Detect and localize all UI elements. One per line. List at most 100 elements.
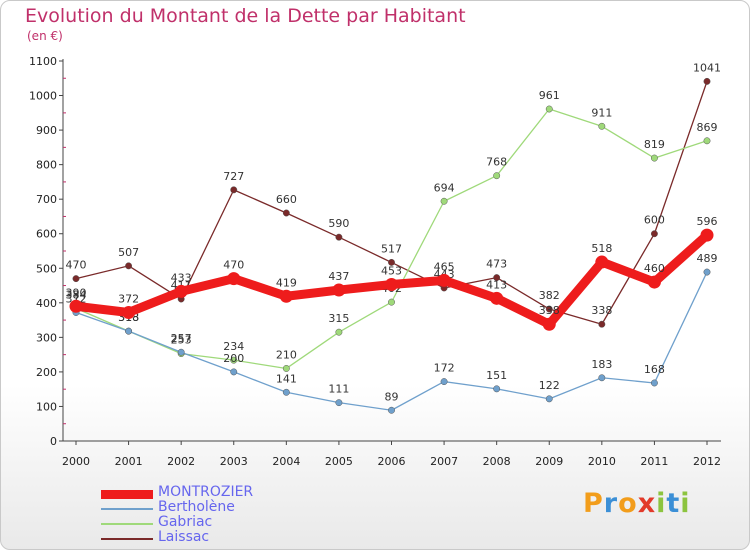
series-laissac: 4705074117276605905174434733823386001041 <box>66 61 721 328</box>
data-point <box>490 291 504 305</box>
data-point <box>703 137 711 145</box>
data-point <box>493 172 501 180</box>
data-label: 372 <box>118 292 139 305</box>
data-point <box>440 197 448 205</box>
data-label: 518 <box>591 242 612 255</box>
data-point <box>174 284 188 298</box>
y-tick-label: 1000 <box>29 90 57 103</box>
data-point <box>700 228 714 242</box>
y-tick-label: 300 <box>36 331 57 344</box>
data-label: 590 <box>328 217 349 230</box>
x-tick-label: 2009 <box>535 455 563 468</box>
data-label: 390 <box>66 286 87 299</box>
data-label: 253 <box>171 334 192 347</box>
data-label: 465 <box>434 260 455 273</box>
data-point <box>545 395 553 403</box>
y-tick-label: 0 <box>50 435 57 448</box>
y-tick-label: 900 <box>36 124 57 137</box>
proxiti-logo: Proxiti <box>583 488 691 519</box>
data-point <box>335 328 343 336</box>
data-label: 517 <box>381 242 402 255</box>
chart-title: Evolution du Montant de la Dette par Hab… <box>25 5 466 27</box>
data-label: 382 <box>539 289 560 302</box>
data-label: 473 <box>486 258 507 271</box>
series-line <box>75 108 708 370</box>
data-point <box>388 298 395 306</box>
data-label: 433 <box>171 271 192 284</box>
y-tick-label: 400 <box>36 297 57 310</box>
data-point <box>388 406 395 414</box>
x-tick-label: 2008 <box>483 455 511 468</box>
data-label: 141 <box>276 372 297 385</box>
legend-swatch <box>101 489 153 499</box>
data-point <box>125 262 133 270</box>
x-tick-label: 2012 <box>693 455 721 468</box>
y-tick-label: 600 <box>36 228 57 241</box>
data-point <box>545 105 553 113</box>
data-label: 727 <box>223 170 244 183</box>
data-point <box>703 268 711 276</box>
data-label: 168 <box>644 363 665 376</box>
y-tick-label: 100 <box>36 400 57 413</box>
x-tick-label: 2002 <box>167 455 195 468</box>
data-label: 372 <box>66 292 87 305</box>
data-point <box>650 154 658 162</box>
data-point <box>282 365 290 372</box>
y-tick-label: 700 <box>36 193 57 206</box>
data-label: 489 <box>697 252 718 265</box>
y-tick-label: 800 <box>36 159 57 172</box>
data-point <box>437 273 451 287</box>
data-label: 234 <box>223 340 244 353</box>
data-point <box>388 258 395 266</box>
data-label: 419 <box>276 276 297 289</box>
data-point <box>125 327 133 335</box>
legend-label: MONTROZIER <box>158 484 254 500</box>
data-label: 660 <box>276 193 297 206</box>
data-point <box>493 385 501 393</box>
data-label: 911 <box>591 106 612 119</box>
series-gabriac: 384318253234210315402694768961911819869 <box>66 89 718 372</box>
data-point <box>595 255 609 269</box>
data-label: 470 <box>223 259 244 272</box>
data-label: 869 <box>697 121 718 134</box>
data-label: 183 <box>591 358 612 371</box>
chart-subtitle: (en €) <box>27 29 63 43</box>
data-label: 694 <box>434 181 455 194</box>
data-point <box>598 374 606 382</box>
data-label: 470 <box>66 259 87 272</box>
data-point <box>335 233 343 241</box>
data-point <box>440 378 448 386</box>
data-point <box>282 388 290 396</box>
y-tick-label: 500 <box>36 262 57 275</box>
data-point <box>177 348 185 356</box>
data-point <box>647 275 661 289</box>
legend-label: Gabriac <box>158 514 213 530</box>
legend-label: Laissac <box>158 529 210 545</box>
x-tick-label: 2011 <box>640 455 668 468</box>
x-tick-label: 2007 <box>430 455 458 468</box>
legend-swatch <box>101 508 153 510</box>
data-point <box>598 122 606 130</box>
data-point <box>332 283 346 297</box>
data-point <box>230 368 238 376</box>
legend-swatch <box>101 523 153 525</box>
legend-label: Bertholène <box>158 499 235 515</box>
data-label: 507 <box>118 246 139 259</box>
y-tick-label: 200 <box>36 366 57 379</box>
data-label: 596 <box>697 215 718 228</box>
x-tick-label: 2004 <box>272 455 300 468</box>
data-label: 257 <box>171 332 192 345</box>
legend-swatch <box>101 538 153 540</box>
data-label: 338 <box>539 304 560 317</box>
x-tick-label: 2006 <box>378 455 406 468</box>
data-label: 89 <box>385 390 399 403</box>
data-label: 122 <box>539 379 560 392</box>
data-label: 413 <box>486 278 507 291</box>
data-label: 961 <box>539 89 560 102</box>
data-label: 338 <box>591 304 612 317</box>
data-point <box>227 272 241 286</box>
y-tick-label: 1100 <box>29 55 57 68</box>
data-label: 111 <box>328 383 349 396</box>
